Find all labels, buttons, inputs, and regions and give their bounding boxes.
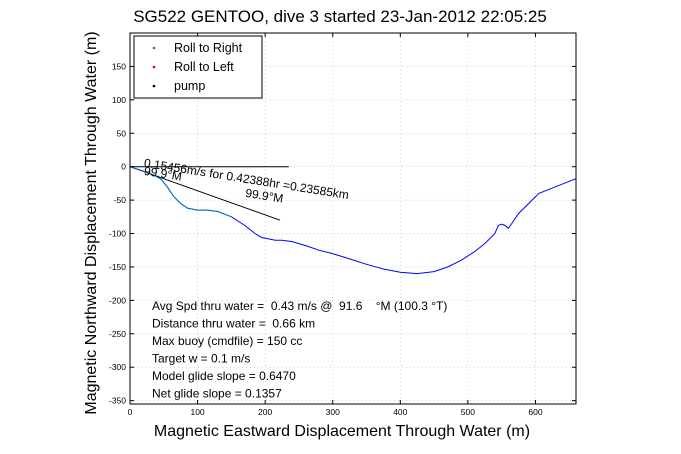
annotations: 0.15456m/s for 0.42388hr =0.23585km99.9°… — [143, 156, 350, 206]
stats-line: Target w = 0.1 m/s — [152, 352, 250, 366]
legend-entry: Roll to Right — [174, 41, 243, 55]
x-tick-label: 300 — [326, 407, 340, 417]
y-tick-label: -150 — [109, 262, 126, 272]
x-axis-label: Magnetic Eastward Displacement Through W… — [154, 423, 530, 440]
y-tick-label: -250 — [109, 329, 126, 339]
plot-annotation: 99.9°M — [143, 164, 183, 184]
plot-annotation: 99.9°M — [244, 186, 284, 206]
x-tick-label: 500 — [461, 407, 475, 417]
legend-box — [133, 35, 263, 99]
y-tick-label: -100 — [109, 229, 126, 239]
legend-entry: Roll to Left — [174, 60, 234, 74]
y-tick-label: -350 — [109, 396, 126, 406]
x-tick-label: 0 — [128, 407, 133, 417]
roll-right-segment — [129, 166, 232, 218]
y-tick-label: 50 — [117, 128, 127, 138]
y-tick-label: -50 — [114, 195, 127, 205]
x-tick-label: 400 — [393, 407, 407, 417]
y-tick-label: 100 — [112, 95, 126, 105]
y-tick-label: -200 — [109, 295, 126, 305]
data-series — [129, 166, 577, 275]
stats-line: Net glide slope = 0.1357 — [152, 387, 282, 401]
y-tick-label: -300 — [109, 362, 126, 372]
stats-line: Distance thru water = 0.66 km — [152, 317, 315, 331]
x-tick-label: 600 — [528, 407, 542, 417]
chart-title: SG522 GENTOO, dive 3 started 23-Jan-2012… — [133, 7, 547, 26]
legend-marker — [152, 46, 156, 50]
x-tick-label: 200 — [258, 407, 272, 417]
y-tick-label: 0 — [121, 162, 126, 172]
y-tick-label: 150 — [112, 61, 126, 71]
stats-block: Avg Spd thru water = 0.43 m/s @ 91.6 °M … — [152, 299, 447, 401]
y-axis-label: Magnetic Northward Displacement Through … — [83, 31, 100, 414]
legend-marker — [152, 84, 156, 88]
plot-frame — [129, 32, 577, 405]
stats-line: Model glide slope = 0.6470 — [152, 369, 296, 383]
x-tick-label: 100 — [190, 407, 204, 417]
stats-line: Avg Spd thru water = 0.43 m/s @ 91.6 °M … — [152, 299, 447, 313]
track-line — [129, 166, 577, 275]
stats-line: Max buoy (cmdfile) = 150 cc — [152, 334, 302, 348]
legend-marker — [152, 65, 156, 69]
legend-entry: pump — [174, 79, 205, 93]
legend: Roll to Right Roll to Left pump — [133, 35, 263, 99]
ticks: 0 100 200 300 400 500 600150100500-50-100-150-… — [109, 33, 576, 417]
